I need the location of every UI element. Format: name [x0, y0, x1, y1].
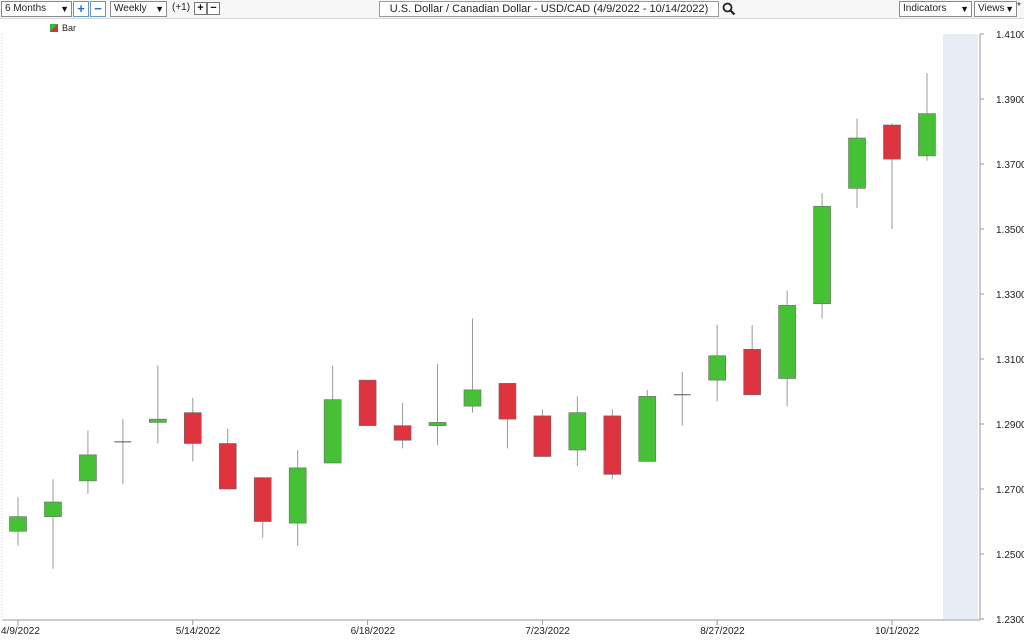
candle-up[interactable] — [44, 501, 62, 517]
candle-down[interactable] — [498, 383, 517, 420]
interval-select[interactable]: Weekly ▼ — [110, 1, 167, 17]
x-tick-label: 10/1/2022 — [875, 626, 920, 637]
chevron-down-icon: ▼ — [960, 4, 969, 14]
y-tick-label: 1.2900 — [996, 420, 1024, 431]
y-tick-label: 1.2700 — [996, 485, 1024, 496]
y-tick-label: 1.3500 — [996, 225, 1024, 236]
legend[interactable]: Bar — [50, 23, 76, 33]
period-select-label: 6 Months — [5, 3, 47, 14]
x-tick-label: 8/27/2022 — [700, 626, 745, 637]
candle-up[interactable] — [463, 389, 482, 407]
y-tick-label: 1.3100 — [996, 355, 1024, 366]
chevron-down-icon: ▼ — [155, 4, 164, 14]
interval-select-label: Weekly — [114, 3, 147, 14]
plus-icon: + — [197, 2, 204, 14]
views-modified-marker: * — [1017, 1, 1021, 12]
x-tick-label: 7/23/2022 — [525, 626, 570, 637]
legend-label: Bar — [62, 23, 77, 33]
y-tick-label: 1.3900 — [996, 95, 1024, 106]
candle-up[interactable] — [323, 399, 342, 464]
candle-down[interactable] — [603, 415, 622, 475]
offset-increase-button[interactable]: + — [194, 2, 207, 15]
candle-down[interactable] — [743, 348, 761, 396]
candle-up[interactable] — [149, 418, 167, 423]
y-tick-label: 1.2500 — [996, 550, 1024, 561]
symbol-title-field[interactable]: U.S. Dollar / Canadian Dollar - USD/CAD … — [379, 1, 719, 17]
candle-down[interactable] — [533, 415, 552, 457]
price-chart[interactable]: 1.4100 1.3900 1.3700 1.3500 1.3300 1.3100 1.29… — [0, 19, 1024, 641]
offset-decrease-button[interactable]: − — [207, 2, 220, 15]
toolbar: 6 Months ▼ + − Weekly ▼ (+1) + − U.S. Do… — [0, 0, 1024, 19]
candle-down[interactable] — [253, 477, 272, 522]
y-tick-label: 1.3700 — [996, 160, 1024, 171]
candle-up[interactable] — [428, 422, 447, 426]
indicators-select[interactable]: Indicators ▼ — [899, 1, 972, 17]
candle-up[interactable] — [813, 205, 831, 305]
candle-up[interactable] — [848, 137, 866, 189]
period-select[interactable]: 6 Months ▼ — [1, 1, 72, 17]
candle-down[interactable] — [358, 379, 377, 426]
y-tick-label: 1.4100 — [996, 30, 1024, 41]
candle-up[interactable] — [9, 516, 27, 532]
minus-icon: − — [94, 1, 102, 16]
candle-up[interactable] — [778, 305, 796, 379]
candle-up[interactable] — [568, 412, 587, 451]
search-icon[interactable] — [722, 2, 736, 16]
chevron-down-icon: ▼ — [1005, 4, 1014, 14]
candle-down[interactable] — [218, 443, 237, 490]
candle-up[interactable] — [638, 396, 657, 462]
candle-up[interactable] — [288, 467, 307, 524]
candle-up[interactable] — [708, 355, 727, 381]
y-tick-label: 1.2300 — [996, 615, 1024, 626]
y-tick-label: 1.3300 — [996, 290, 1024, 301]
offset-label: (+1) — [172, 2, 191, 13]
zoom-in-button[interactable]: + — [73, 1, 89, 17]
candle-down[interactable] — [393, 425, 412, 441]
x-tick-label: 5/14/2022 — [176, 626, 221, 637]
plus-icon: + — [77, 1, 85, 16]
zoom-out-button[interactable]: − — [90, 1, 106, 17]
future-period-area — [943, 34, 978, 619]
candle-down[interactable] — [883, 124, 901, 160]
candle-up[interactable] — [918, 113, 936, 157]
views-select-label: Views — [978, 3, 1005, 14]
candle-down[interactable] — [184, 412, 202, 444]
minus-icon: − — [210, 2, 217, 14]
chevron-down-icon: ▼ — [60, 4, 69, 14]
x-tick-label: 4/9/2022 — [1, 626, 40, 637]
candle-up[interactable] — [79, 454, 97, 482]
bar-legend-swatch — [50, 24, 58, 32]
symbol-title: U.S. Dollar / Canadian Dollar - USD/CAD … — [389, 3, 709, 15]
indicators-select-label: Indicators — [903, 3, 947, 14]
x-tick-label: 6/18/2022 — [351, 626, 396, 637]
views-select[interactable]: Views ▼ — [974, 1, 1017, 17]
